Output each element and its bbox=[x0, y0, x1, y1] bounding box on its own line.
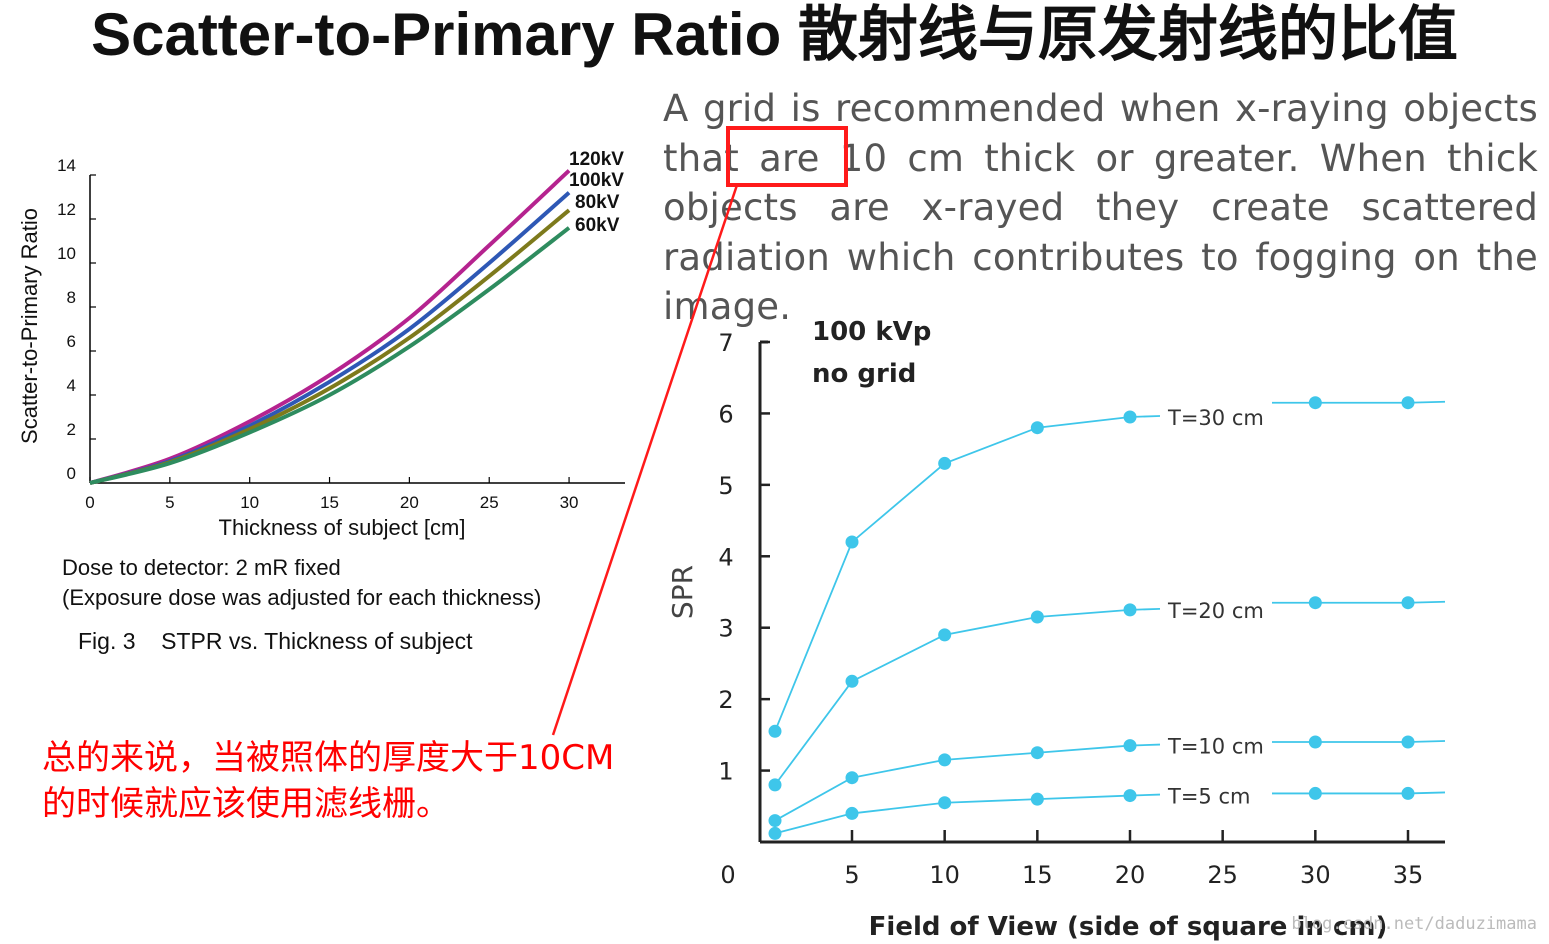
data-point bbox=[845, 535, 859, 549]
x-tick-label: 25 bbox=[480, 493, 499, 512]
data-point bbox=[938, 628, 952, 642]
x-tick-label: 30 bbox=[1300, 861, 1331, 889]
slide-title: Scatter-to-Primary Ratio 散射线与原发射线的比值 bbox=[91, 1, 1458, 68]
x-tick-label: 10 bbox=[240, 493, 259, 512]
series-line-120kv bbox=[89, 169, 571, 485]
watermark: blog.csdn.net/daduzimama bbox=[1291, 914, 1537, 934]
data-point bbox=[1401, 396, 1415, 410]
series-label-t-30-cm: T=30 cm bbox=[1167, 406, 1264, 430]
data-point bbox=[845, 771, 859, 785]
x-tick-label: 15 bbox=[1022, 861, 1053, 889]
data-point bbox=[1308, 396, 1322, 410]
data-point bbox=[845, 806, 859, 820]
y-tick-label: 1 bbox=[718, 758, 733, 786]
y-tick-label: 0 bbox=[67, 464, 76, 483]
y-tick-label: 14 bbox=[57, 156, 76, 175]
data-point bbox=[1030, 792, 1044, 806]
x-tick-label: 5 bbox=[844, 861, 859, 889]
y-tick-label: 4 bbox=[718, 543, 733, 571]
y-tick-label: 7 bbox=[718, 329, 733, 357]
series-label-60kv: 60kV bbox=[575, 215, 620, 236]
series-line-tail-t-20-cm bbox=[1272, 600, 1446, 604]
y-tick-label: 6 bbox=[718, 400, 733, 428]
series-label-100kv: 100kV bbox=[569, 170, 624, 191]
description-after: thick or greater. When thick objects are… bbox=[663, 136, 1539, 329]
data-point bbox=[1123, 789, 1137, 803]
y-tick-label: 2 bbox=[718, 686, 733, 714]
series-label-t-5-cm: T=5 cm bbox=[1167, 785, 1250, 809]
series-label-t-20-cm: T=20 cm bbox=[1167, 599, 1264, 623]
data-point bbox=[1401, 596, 1415, 610]
highlight-box bbox=[726, 126, 848, 187]
data-point bbox=[1308, 596, 1322, 610]
series-line-tail-t-10-cm bbox=[1272, 740, 1446, 743]
exposure-note: (Exposure dose was adjusted for each thi… bbox=[62, 585, 542, 610]
data-point bbox=[1308, 735, 1322, 749]
y-tick-label: 4 bbox=[67, 376, 76, 395]
data-point bbox=[938, 796, 952, 810]
x-tick-label: 0 bbox=[85, 493, 94, 512]
series-label-120kv: 120kV bbox=[569, 149, 624, 170]
data-point bbox=[1123, 739, 1137, 753]
x-axis-label: Field of View (side of square in cm) bbox=[869, 912, 1388, 942]
data-point bbox=[938, 753, 952, 767]
x-tick-label: 10 bbox=[929, 861, 960, 889]
data-point bbox=[1401, 786, 1415, 800]
data-point bbox=[768, 814, 782, 828]
x-tick-label: 20 bbox=[400, 493, 419, 512]
chart-title: 100 kVp bbox=[812, 317, 931, 347]
x-tick-label: 15 bbox=[320, 493, 339, 512]
highlight-connector-line bbox=[551, 184, 739, 736]
data-point bbox=[1030, 421, 1044, 435]
y-tick-label: 6 bbox=[67, 332, 76, 351]
series-label-80kv: 80kV bbox=[575, 192, 620, 213]
data-point bbox=[1308, 786, 1322, 800]
y-tick-label: 8 bbox=[67, 288, 76, 307]
y-tick-label: 12 bbox=[57, 200, 76, 219]
y-tick-label: 3 bbox=[718, 615, 733, 643]
series-label-t-10-cm: T=10 cm bbox=[1167, 735, 1264, 759]
data-point bbox=[845, 674, 859, 688]
y-axis-label: Scatter-to-Primary Ratio bbox=[17, 208, 42, 444]
x-tick-label: 30 bbox=[560, 493, 579, 512]
summary-note: 总的来说，当被照体的厚度大于10CM的时候就应该使用滤线栅。 bbox=[42, 738, 615, 824]
x-tick-label: 20 bbox=[1115, 861, 1146, 889]
x-tick-label: 35 bbox=[1393, 861, 1424, 889]
data-point bbox=[1123, 603, 1137, 617]
data-point bbox=[1030, 610, 1044, 624]
series-line-60kv bbox=[89, 226, 571, 485]
x-tick-label: 5 bbox=[165, 493, 174, 512]
data-point bbox=[768, 778, 782, 792]
y-tick-label: 10 bbox=[57, 244, 76, 263]
series-line-tail-t-5-cm bbox=[1272, 791, 1446, 795]
data-point bbox=[1123, 410, 1137, 424]
description-before: A grid is recommended when x-raying obje… bbox=[663, 87, 1538, 180]
y-tick-label: 2 bbox=[67, 420, 76, 439]
y-tick-label: 5 bbox=[718, 472, 733, 500]
series-line-tail-t-30-cm bbox=[1272, 400, 1446, 404]
data-point bbox=[768, 826, 782, 840]
x-axis-label: Thickness of subject [cm] bbox=[219, 515, 466, 540]
data-point bbox=[1401, 735, 1415, 749]
data-point bbox=[768, 724, 782, 738]
data-point bbox=[1030, 746, 1044, 760]
x-tick-label: 25 bbox=[1207, 861, 1238, 889]
dose-note: Dose to detector: 2 mR fixed bbox=[62, 555, 341, 580]
figure-caption: Fig. 3 STPR vs. Thickness of subject bbox=[78, 628, 473, 654]
chart-subtitle: no grid bbox=[812, 359, 916, 389]
highlighted-thickness: 10 cm bbox=[839, 136, 965, 180]
x-tick-label: 0 bbox=[720, 861, 735, 889]
y-axis-label: SPR bbox=[666, 565, 699, 619]
description-text: A grid is recommended when x-raying obje… bbox=[663, 84, 1538, 332]
data-point bbox=[938, 456, 952, 470]
